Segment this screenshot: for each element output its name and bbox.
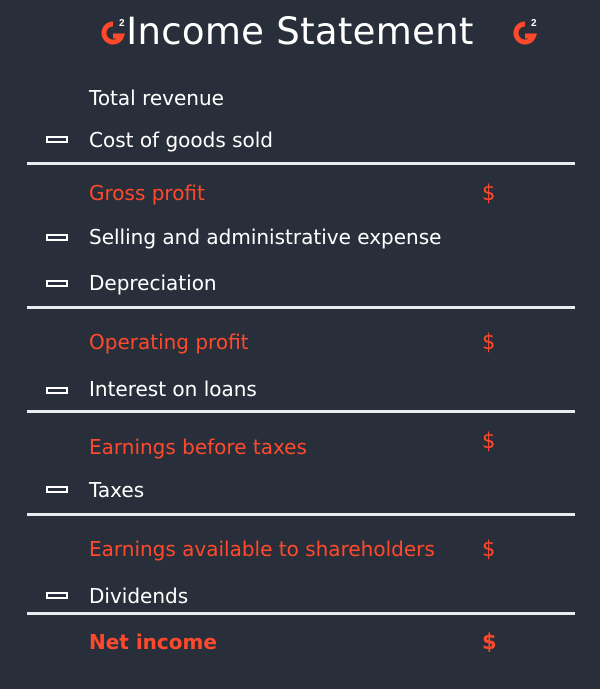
row-interest-on-loans: Interest on loans xyxy=(0,374,600,404)
row-dividends: Dividends xyxy=(0,581,600,611)
g2-logo-icon: 2 xyxy=(101,18,126,45)
divider xyxy=(27,612,575,615)
row-earnings-available: Earnings available to shareholders $ xyxy=(0,534,600,564)
dollar-sign: $ xyxy=(482,181,496,205)
row-label: Depreciation xyxy=(89,271,217,295)
header: 2 Income Statement 2 xyxy=(0,0,600,66)
row-total-revenue: Total revenue xyxy=(0,83,600,113)
row-label: Dividends xyxy=(89,584,189,608)
svg-text:2: 2 xyxy=(531,18,537,29)
divider xyxy=(27,162,575,165)
minus-icon xyxy=(46,136,68,143)
page-title: Income Statement xyxy=(126,10,474,53)
svg-text:2: 2 xyxy=(119,18,125,29)
row-gross-profit: Gross profit $ xyxy=(0,178,600,208)
divider xyxy=(27,306,575,309)
divider xyxy=(27,513,575,516)
row-operating-profit: Operating profit $ xyxy=(0,327,600,357)
dollar-sign: $ xyxy=(482,630,497,654)
dollar-sign: $ xyxy=(482,330,496,354)
row-label: Total revenue xyxy=(89,86,224,110)
minus-icon xyxy=(46,234,68,241)
dollar-sign: $ xyxy=(482,537,496,561)
minus-icon xyxy=(46,486,68,493)
row-label: Interest on loans xyxy=(89,377,257,401)
row-taxes: Taxes xyxy=(0,475,600,505)
row-label: Selling and administrative expense xyxy=(89,225,442,249)
minus-icon xyxy=(46,592,68,599)
row-net-income: Net income $ xyxy=(0,627,600,657)
row-label: Gross profit xyxy=(89,181,205,205)
row-label: Cost of goods sold xyxy=(89,128,274,152)
minus-icon xyxy=(46,387,68,394)
row-label: Operating profit xyxy=(89,330,249,354)
dollar-sign: $ xyxy=(482,429,496,453)
divider xyxy=(27,410,575,413)
row-selling-admin-expense: Selling and administrative expense xyxy=(0,222,600,252)
row-cost-of-goods-sold: Cost of goods sold xyxy=(0,125,600,155)
g2-logo-icon: 2 xyxy=(513,18,538,45)
row-label: Earnings available to shareholders xyxy=(89,537,435,561)
row-depreciation: Depreciation xyxy=(0,268,600,298)
row-label: Net income xyxy=(89,630,217,654)
row-earnings-before-taxes: Earnings before taxes $ xyxy=(0,429,600,462)
minus-icon xyxy=(46,280,68,287)
row-label: Earnings before taxes xyxy=(89,435,307,459)
row-label: Taxes xyxy=(89,478,145,502)
